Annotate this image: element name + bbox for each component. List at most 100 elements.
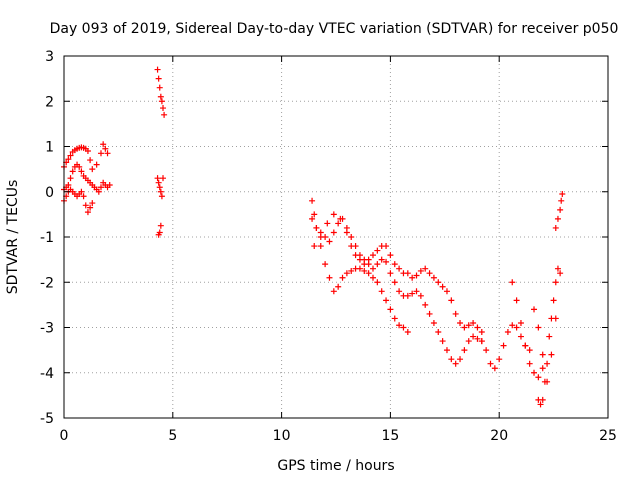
data-point	[391, 279, 398, 286]
data-point	[89, 200, 96, 207]
data-point	[448, 297, 455, 304]
data-point	[309, 197, 316, 204]
data-point	[317, 243, 324, 250]
data-point	[365, 270, 372, 277]
series-spike-430-high	[154, 66, 168, 118]
data-point	[69, 168, 76, 175]
data-point	[84, 209, 91, 216]
data-point	[330, 288, 337, 295]
data-point	[324, 220, 331, 227]
data-point	[391, 315, 398, 322]
data-point	[537, 401, 544, 408]
x-tick-label: 25	[599, 428, 617, 444]
data-point	[396, 322, 403, 329]
data-point	[513, 324, 520, 331]
data-point	[522, 342, 529, 349]
data-point	[517, 319, 524, 326]
data-point	[156, 84, 163, 91]
data-point	[383, 243, 390, 250]
data-point	[156, 184, 163, 191]
series-evening-d	[535, 265, 561, 408]
data-point	[554, 215, 561, 222]
series-evening-b	[509, 279, 546, 381]
data-point	[478, 329, 485, 336]
data-point	[465, 338, 472, 345]
data-point	[413, 272, 420, 279]
data-point	[330, 211, 337, 218]
data-point	[487, 360, 494, 367]
series-early-upper	[61, 141, 111, 173]
data-point	[452, 360, 459, 367]
data-point	[348, 234, 355, 240]
data-point	[326, 238, 333, 245]
data-point	[461, 347, 468, 354]
data-point	[430, 319, 437, 326]
data-point	[157, 222, 164, 229]
x-tick-label: 0	[60, 428, 69, 444]
x-tick-label: 5	[168, 428, 177, 444]
data-point	[531, 369, 538, 376]
data-point	[155, 75, 162, 82]
data-point	[337, 215, 344, 222]
data-point	[404, 292, 411, 299]
y-tick-label: -1	[40, 230, 54, 246]
data-point	[383, 258, 390, 265]
data-point	[65, 156, 72, 163]
data-point	[526, 360, 533, 367]
data-point	[539, 365, 546, 372]
data-point	[535, 324, 542, 331]
data-point	[539, 396, 546, 403]
data-point	[311, 243, 318, 250]
data-point	[541, 378, 548, 385]
x-axis-ticks: 0 5 10 15 20 25	[60, 56, 617, 444]
data-point	[80, 193, 87, 200]
data-point	[400, 324, 407, 331]
x-tick-label: 10	[273, 428, 291, 444]
data-point	[369, 274, 376, 281]
data-point	[326, 274, 333, 281]
data-point	[374, 261, 381, 268]
data-point	[365, 261, 372, 268]
data-point	[369, 252, 376, 259]
data-point	[409, 290, 416, 297]
data-point	[361, 256, 368, 263]
data-point	[161, 111, 168, 118]
data-point	[76, 163, 83, 170]
data-point	[309, 215, 316, 222]
data-point	[558, 197, 565, 204]
data-point	[330, 229, 337, 236]
data-point	[383, 297, 390, 304]
data-point	[546, 333, 553, 340]
chart-title: Day 093 of 2019, Sidereal Day-to-day VTE…	[50, 21, 619, 37]
data-point	[89, 166, 96, 173]
data-point	[311, 211, 318, 218]
data-point	[470, 319, 477, 326]
data-point	[496, 356, 503, 363]
series-late-short	[552, 191, 566, 231]
data-point	[67, 152, 74, 159]
data-points	[61, 66, 566, 408]
data-point	[158, 98, 165, 105]
data-point	[554, 265, 561, 272]
data-point	[552, 279, 559, 286]
data-point	[335, 220, 342, 227]
series-afternoon-a	[309, 197, 411, 336]
data-point	[78, 168, 85, 175]
data-point	[387, 306, 394, 313]
data-point	[526, 347, 533, 354]
data-point	[426, 310, 433, 317]
data-point	[483, 347, 490, 354]
data-point	[396, 288, 403, 295]
data-point	[474, 324, 481, 331]
data-point	[404, 329, 411, 336]
data-point	[457, 356, 464, 363]
data-point	[417, 292, 424, 299]
y-tick-label: -5	[40, 411, 54, 427]
data-point	[97, 184, 104, 191]
data-point	[156, 229, 163, 236]
data-point	[491, 365, 498, 372]
x-tick-label: 15	[381, 428, 399, 444]
data-point	[339, 274, 346, 281]
data-point	[457, 319, 464, 326]
data-point	[160, 175, 167, 182]
